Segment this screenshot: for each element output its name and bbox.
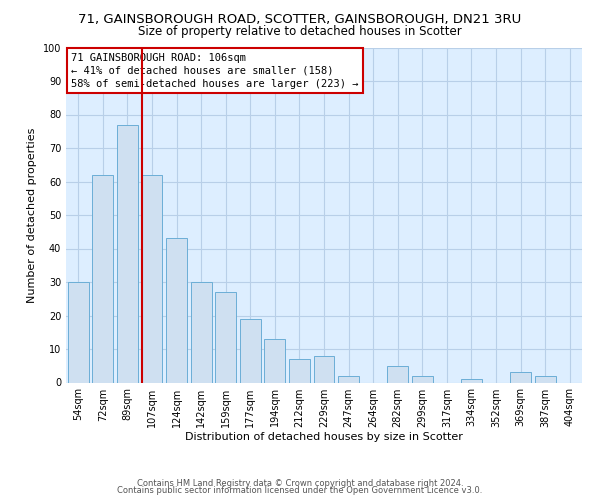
- Bar: [314, 356, 334, 382]
- X-axis label: Distribution of detached houses by size in Scotter: Distribution of detached houses by size …: [185, 432, 463, 442]
- Bar: [117, 124, 138, 382]
- Bar: [142, 175, 163, 382]
- Text: Contains HM Land Registry data © Crown copyright and database right 2024.: Contains HM Land Registry data © Crown c…: [137, 478, 463, 488]
- Bar: [265, 339, 286, 382]
- Bar: [289, 359, 310, 382]
- Bar: [240, 319, 261, 382]
- Text: Size of property relative to detached houses in Scotter: Size of property relative to detached ho…: [138, 25, 462, 38]
- Y-axis label: Number of detached properties: Number of detached properties: [27, 128, 37, 302]
- Bar: [92, 175, 113, 382]
- Text: 71 GAINSBOROUGH ROAD: 106sqm
← 41% of detached houses are smaller (158)
58% of s: 71 GAINSBOROUGH ROAD: 106sqm ← 41% of de…: [71, 52, 359, 89]
- Bar: [68, 282, 89, 382]
- Bar: [338, 376, 359, 382]
- Bar: [510, 372, 531, 382]
- Bar: [412, 376, 433, 382]
- Text: Contains public sector information licensed under the Open Government Licence v3: Contains public sector information licen…: [118, 486, 482, 495]
- Bar: [387, 366, 408, 382]
- Bar: [535, 376, 556, 382]
- Bar: [191, 282, 212, 382]
- Text: 71, GAINSBOROUGH ROAD, SCOTTER, GAINSBOROUGH, DN21 3RU: 71, GAINSBOROUGH ROAD, SCOTTER, GAINSBOR…: [79, 12, 521, 26]
- Bar: [166, 238, 187, 382]
- Bar: [215, 292, 236, 382]
- Bar: [461, 379, 482, 382]
